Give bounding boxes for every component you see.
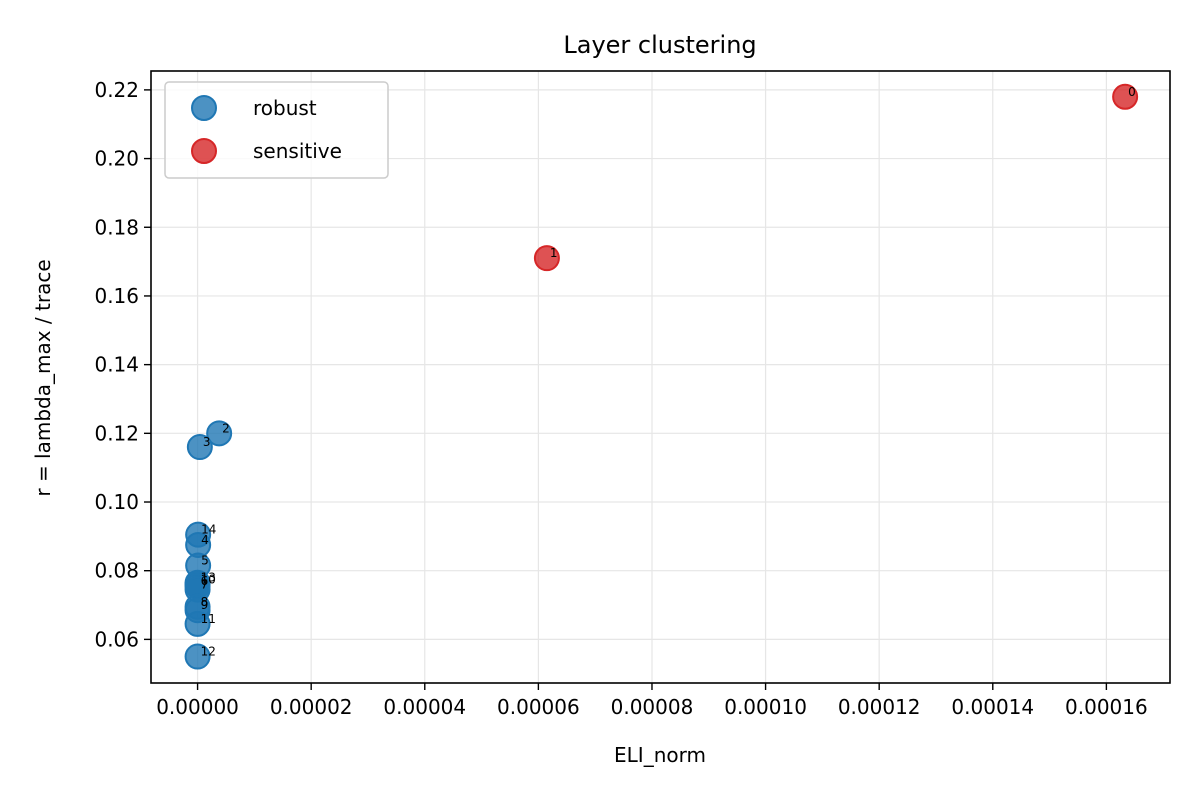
x-tick-label: 0.00006 [497,695,580,719]
point-label: 0 [1128,85,1136,99]
x-tick-label: 0.00010 [724,695,807,719]
x-tick-label: 0.00014 [951,695,1034,719]
point-label: 6 [201,574,209,588]
chart-title: Layer clustering [563,31,756,59]
plot-frame [150,70,1171,684]
point-sensitive-1 [533,245,560,272]
axis-ticks: 0.00000 0.00002 0.00004 0.00006 0.00008 0.000… [94,78,1147,719]
legend-marker-robust [191,95,217,121]
x-axis-title: ELI_norm [614,743,706,767]
point-label: 11 [201,612,216,626]
legend-box [164,81,389,179]
point-sensitive-0 [1112,83,1139,110]
legend-marker-sensitive [191,138,217,164]
point-label: 3 [203,435,211,449]
point-label: 13 [201,571,216,585]
point-label: 5 [201,554,209,568]
point-label: 14 [201,523,216,537]
y-tick-label: 0.18 [94,215,139,239]
legend-label-robust: robust [253,96,317,120]
point-label: 9 [201,598,209,612]
y-tick-label: 0.16 [94,284,139,308]
point-label: 10 [201,572,216,586]
y-tick-label: 0.08 [94,559,139,583]
y-tick-label: 0.10 [94,490,139,514]
x-tick-label: 0.00000 [156,695,239,719]
y-axis-title: r = lambda_max / trace [31,259,55,496]
x-tick-label: 0.00012 [838,695,921,719]
y-tick-label: 0.12 [94,421,139,445]
y-tick-label: 0.22 [94,78,139,102]
x-tick-label: 0.00016 [1065,695,1148,719]
point-label: 1 [550,246,558,260]
legend-label-sensitive: sensitive [253,139,342,163]
x-tick-label: 0.00004 [383,695,466,719]
point-robust-3 [186,434,213,461]
point-label: 2 [222,421,230,435]
y-tick-label: 0.14 [94,353,139,377]
point-robust-12 [184,643,211,670]
point-robust-2 [206,420,233,447]
point-label: 12 [201,645,216,659]
y-tick-label: 0.06 [94,627,139,651]
legend: robust sensitive [164,81,389,179]
point-label: 7 [201,578,209,592]
x-tick-label: 0.00008 [611,695,694,719]
point-robust-11 [184,610,211,637]
data-points [184,83,1139,670]
point-label: 8 [201,595,209,609]
x-tick-label: 0.00002 [270,695,353,719]
y-tick-label: 0.20 [94,147,139,171]
point-label: 4 [201,533,209,547]
grid-lines [151,71,1170,683]
